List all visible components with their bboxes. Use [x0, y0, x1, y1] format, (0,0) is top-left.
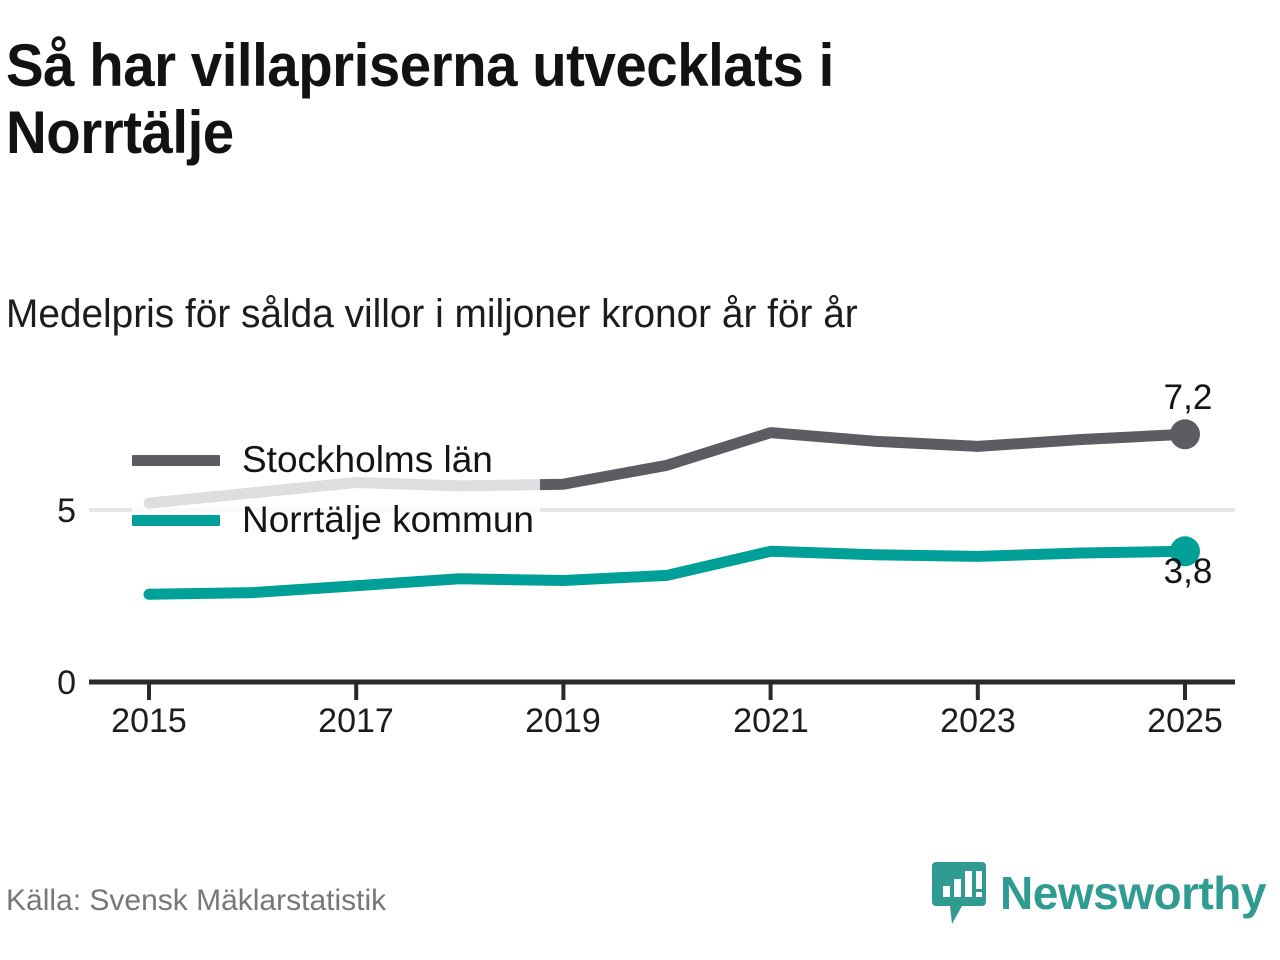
- end-marker-norrtalje-kommun: [1170, 536, 1200, 567]
- series-line-norrtalje-kommun: [143, 545, 1191, 600]
- x-axis-tick-label-2025: 2025: [1147, 702, 1223, 740]
- y-axis-tick-label-0: 0: [57, 664, 76, 702]
- end-value-label-norrtalje-kommun: 3,8: [1163, 552, 1213, 591]
- x-axis-tick-label-2023: 2023: [940, 702, 1016, 740]
- legend-swatch-norrtalje-kommun: [132, 514, 220, 526]
- x-axis-tick-label-2021: 2021: [733, 702, 809, 740]
- legend-item-norrtalje-kommun[interactable]: Norrtälje kommun: [132, 490, 534, 550]
- x-axis-ticks: [147, 682, 1187, 700]
- chart-legend: Stockholms län Norrtälje kommun: [132, 428, 540, 552]
- y-axis-tick-label-5: 5: [57, 492, 76, 530]
- source-note: Källa: Svensk Mäklarstatistik: [6, 884, 387, 917]
- legend-item-stockholms-lan[interactable]: Stockholms län: [132, 430, 534, 490]
- end-marker-stockholms-lan: [1170, 419, 1200, 450]
- legend-label-stockholms-lan: Stockholms län: [242, 439, 493, 480]
- brand-name: Newsworthy: [1000, 867, 1266, 919]
- bar-chart-speech-bubble-icon: [932, 862, 987, 924]
- x-axis-tick-label-2019: 2019: [525, 702, 601, 740]
- x-axis-tick-label-2015: 2015: [111, 702, 187, 740]
- chart-subtitle: Medelpris för sålda villor i miljoner kr…: [6, 292, 858, 336]
- end-value-label-stockholms-lan: 7,2: [1163, 378, 1213, 417]
- legend-swatch-stockholms-lan: [132, 454, 220, 466]
- newsworthy-logo[interactable]: Newsworthy: [932, 862, 1266, 924]
- page-title: Så har villapriserna utvecklats i Norrtä…: [6, 32, 834, 167]
- x-axis-tick-label-2017: 2017: [318, 702, 394, 740]
- legend-label-norrtalje-kommun: Norrtälje kommun: [242, 499, 534, 540]
